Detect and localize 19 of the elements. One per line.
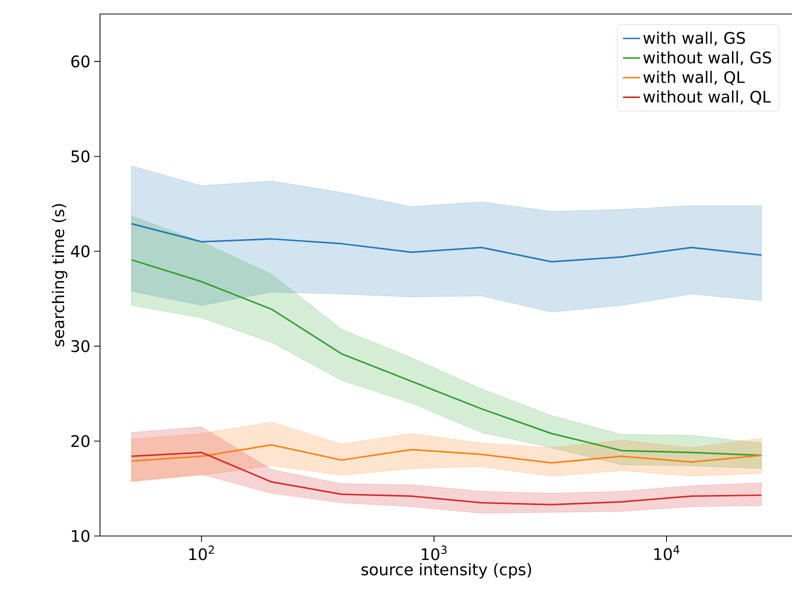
y-axis-title: searching time (s)	[52, 204, 68, 346]
legend-label: without wall, QL	[643, 90, 771, 105]
y-tick-label: 30	[71, 340, 90, 352]
x-tick-label: 10$^{2}$	[189, 546, 214, 560]
y-tick-label: 50	[71, 150, 90, 162]
x-tick-label: 10$^{3}$	[422, 546, 447, 560]
y-tick-label: 60	[71, 55, 90, 68]
line-series	[130, 223, 762, 262]
legend-label: without wall, GS	[643, 51, 772, 66]
line-series	[130, 444, 762, 464]
line-series	[130, 259, 762, 456]
y-tick-label: 40	[71, 245, 90, 258]
x-axis-title: source intensity (cps)	[361, 563, 532, 579]
legend-label: with wall, QL	[643, 70, 745, 85]
y-tick-label: 10	[72, 530, 90, 542]
legend-label: with wall, GS	[643, 32, 745, 46]
x-tick-label: 10$^{4}$	[654, 546, 680, 560]
y-tick-label: 20	[71, 435, 90, 448]
line-series	[130, 452, 762, 506]
